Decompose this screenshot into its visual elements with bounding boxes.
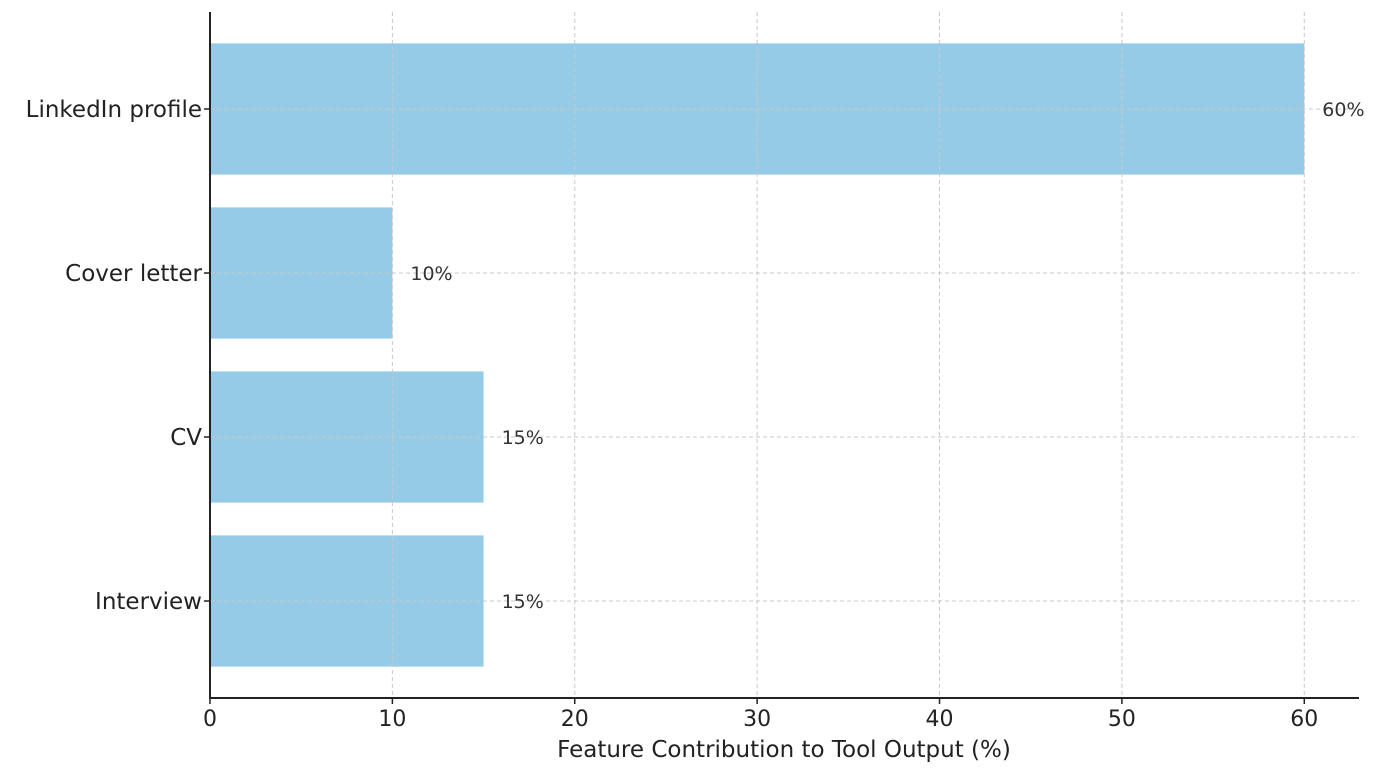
labels: LinkedIn profile 60% Cover letter 10% CV 15% I… [26, 97, 1365, 615]
value-label: 10% [410, 263, 452, 285]
value-label: 60% [1322, 99, 1364, 121]
x-tick-label: 30 [743, 707, 771, 732]
axes [209, 12, 1359, 699]
value-label: 15% [502, 591, 544, 613]
x-tick-label: 10 [378, 707, 406, 732]
category-label: Cover letter [65, 261, 202, 287]
x-tick-label: 60 [1290, 707, 1318, 732]
category-label: LinkedIn profile [26, 97, 202, 123]
x-tick-label: 0 [203, 707, 217, 732]
value-label: 15% [502, 427, 544, 449]
category-label: CV [170, 425, 202, 451]
x-axis-title: Feature Contribution to Tool Output (%) [557, 737, 1011, 763]
category-label: Interview [95, 589, 202, 615]
x-tick-label: 50 [1108, 707, 1136, 732]
ticks: 0 10 20 30 40 50 60 [203, 108, 1318, 732]
x-tick-label: 20 [561, 707, 589, 732]
x-tick-label: 40 [926, 707, 954, 732]
